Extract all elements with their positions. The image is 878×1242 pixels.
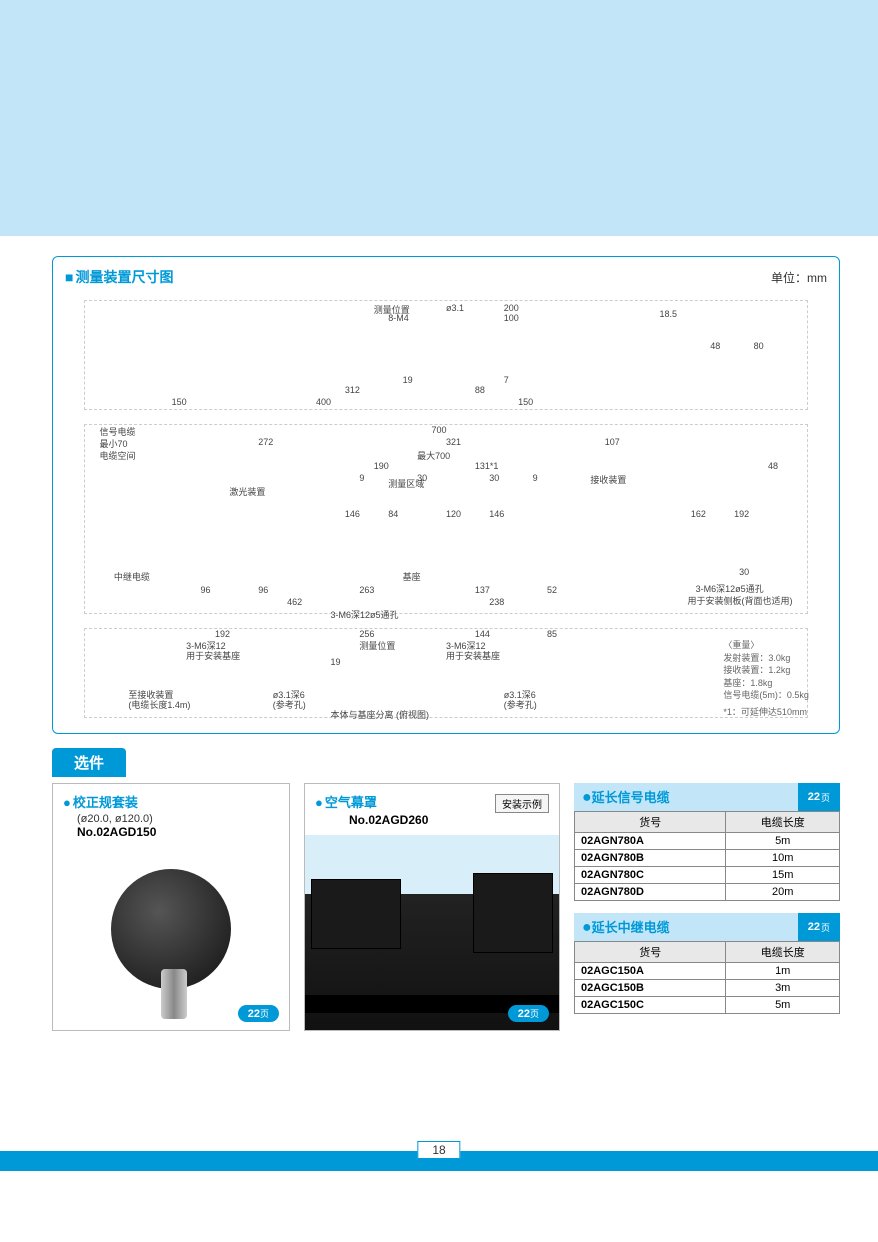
page-badge: 22页 [798, 913, 840, 941]
table-signal-title: 延长信号电缆 [592, 790, 670, 805]
option-calibration-card: ●校正规套装 (ø20.0, ø120.0) No.02AGD150 22页 [52, 783, 290, 1031]
unit-label: 单位：mm [771, 269, 827, 286]
diagram-title: ■测量装置尺寸图 [65, 267, 173, 287]
option-cal-title: ●校正规套装 [63, 792, 279, 811]
tables-column: ●延长信号电缆 22页 货号 电缆长度 02AGN780A5m 02AGN780… [574, 783, 840, 1031]
gauge-disc-icon [111, 869, 231, 989]
page-badge: 22页 [798, 783, 840, 811]
diagram-title-row: ■测量装置尺寸图 单位：mm [65, 267, 827, 287]
table-row: 02AGN780A5m [575, 833, 840, 850]
page-content: ■测量装置尺寸图 单位：mm 测量位置 ø3.1 200 100 8-M4 18… [0, 236, 878, 1031]
weight-note: 〈重量〉 发射装置：3.0kg 接收装置：1.2kg 基座：1.8kg 信号电缆… [723, 639, 809, 719]
option-cal-image [63, 845, 279, 1013]
relay-cable-table: 货号 电缆长度 02AGC150A1m 02AGC150B3m 02AGC150… [574, 941, 840, 1014]
col-length: 电缆长度 [726, 942, 840, 963]
page-badge: 22页 [508, 1005, 549, 1022]
options-section-tab: 选件 [52, 748, 126, 777]
install-example-label: 安装示例 [495, 794, 549, 813]
top-header-block [0, 0, 878, 236]
dimension-diagram-box: ■测量装置尺寸图 单位：mm 测量位置 ø3.1 200 100 8-M4 18… [52, 256, 840, 734]
diagram-area: 测量位置 ø3.1 200 100 8-M4 18.5 48 80 150 40… [65, 293, 827, 725]
page-badge: 22页 [238, 1005, 279, 1022]
table-header-row: 货号 电缆长度 [575, 942, 840, 963]
diagram-front-view: 信号电缆 最小70 电缆空间 700 272 321 107 最大700 190… [84, 424, 808, 614]
table-relay-title: 延长中继电缆 [592, 920, 670, 935]
diagram-bottom-view: 192 256 144 85 19 3-M6深12 用于安装基座 测量位置 3-… [84, 628, 808, 718]
option-cal-sub: (ø20.0, ø120.0) [77, 813, 279, 825]
signal-cable-table-block: ●延长信号电缆 22页 货号 电缆长度 02AGN780A5m 02AGN780… [574, 783, 840, 901]
table-row: 02AGN780B10m [575, 850, 840, 867]
option-airpurge-card: ●空气幕罩 No.02AGD260 安装示例 22页 [304, 783, 560, 1031]
table-row: 02AGC150C5m [575, 997, 840, 1014]
table-row: 02AGC150B3m [575, 980, 840, 997]
option-air-partno: No.02AGD260 [349, 813, 549, 827]
footer-bar: 18 [0, 1151, 878, 1171]
table-header: ●延长中继电缆 22页 [574, 913, 840, 941]
table-row: 02AGC150A1m [575, 963, 840, 980]
table-header-row: 货号 电缆长度 [575, 812, 840, 833]
table-row: 02AGN780D20m [575, 884, 840, 901]
signal-cable-table: 货号 电缆长度 02AGN780A5m 02AGN780B10m 02AGN78… [574, 811, 840, 901]
options-row: ●校正规套装 (ø20.0, ø120.0) No.02AGD150 22页 ●… [52, 783, 840, 1031]
page-number: 18 [417, 1141, 460, 1159]
option-air-image [305, 835, 559, 1031]
diagram-top-view: 测量位置 ø3.1 200 100 8-M4 18.5 48 80 150 40… [84, 300, 808, 410]
col-partno: 货号 [575, 812, 726, 833]
option-cal-partno: No.02AGD150 [77, 825, 279, 839]
diagram-title-text: 测量装置尺寸图 [75, 269, 173, 285]
table-header: ●延长信号电缆 22页 [574, 783, 840, 811]
col-partno: 货号 [575, 942, 726, 963]
relay-cable-table-block: ●延长中继电缆 22页 货号 电缆长度 02AGC150A1m 02AGC150… [574, 913, 840, 1014]
col-length: 电缆长度 [726, 812, 840, 833]
table-row: 02AGN780C15m [575, 867, 840, 884]
